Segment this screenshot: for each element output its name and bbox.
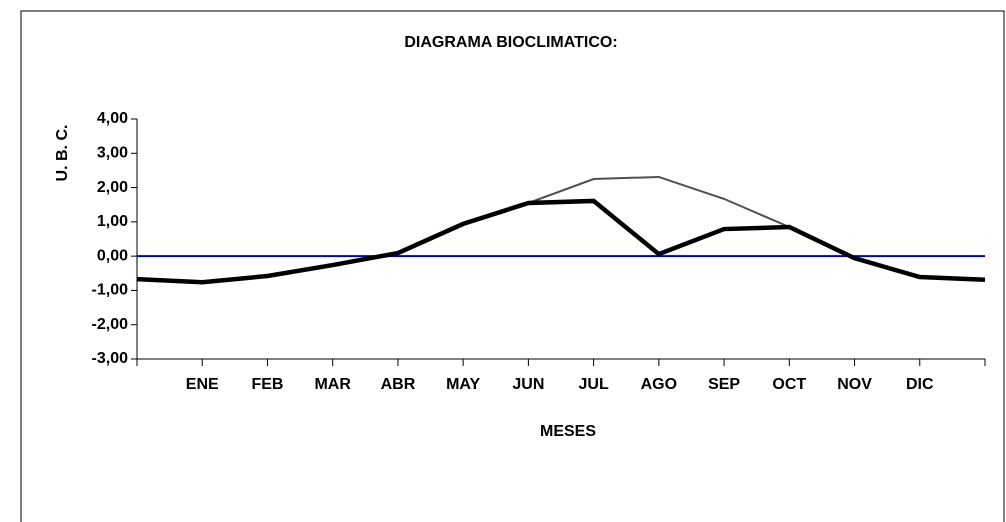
x-tick-label: JUN <box>512 376 544 393</box>
chart-title: DIAGRAMA BIOCLIMATICO: <box>404 34 617 51</box>
x-tick-label: OCT <box>772 376 806 393</box>
series-line <box>136 198 986 285</box>
y-tick-label: 0,00 <box>97 247 128 264</box>
x-tick-label: ENE <box>186 376 219 393</box>
y-tick-label: -2,00 <box>92 316 129 333</box>
y-tick-label: -1,00 <box>92 282 129 299</box>
y-tick-label: 3,00 <box>97 145 128 162</box>
x-axis-label: MESES <box>540 423 596 440</box>
chart-frame <box>20 10 1005 522</box>
x-tick-label: DIC <box>906 376 934 393</box>
x-tick-label: MAR <box>314 376 351 393</box>
y-tick-label: -3,00 <box>92 350 129 367</box>
x-tick-label: ABR <box>381 376 416 393</box>
x-tick-label: AGO <box>641 376 677 393</box>
x-tick-label: FEB <box>251 376 283 393</box>
x-tick-label: NOV <box>837 376 872 393</box>
y-axis-label: U. B. C. <box>54 125 71 182</box>
y-tick-label: 4,00 <box>97 110 128 127</box>
y-tick-label: 2,00 <box>97 179 128 196</box>
x-tick-label: MAY <box>446 376 480 393</box>
y-tick-label: 1,00 <box>97 213 128 230</box>
x-tick-label: SEP <box>708 376 740 393</box>
x-tick-label: JUL <box>578 376 608 393</box>
